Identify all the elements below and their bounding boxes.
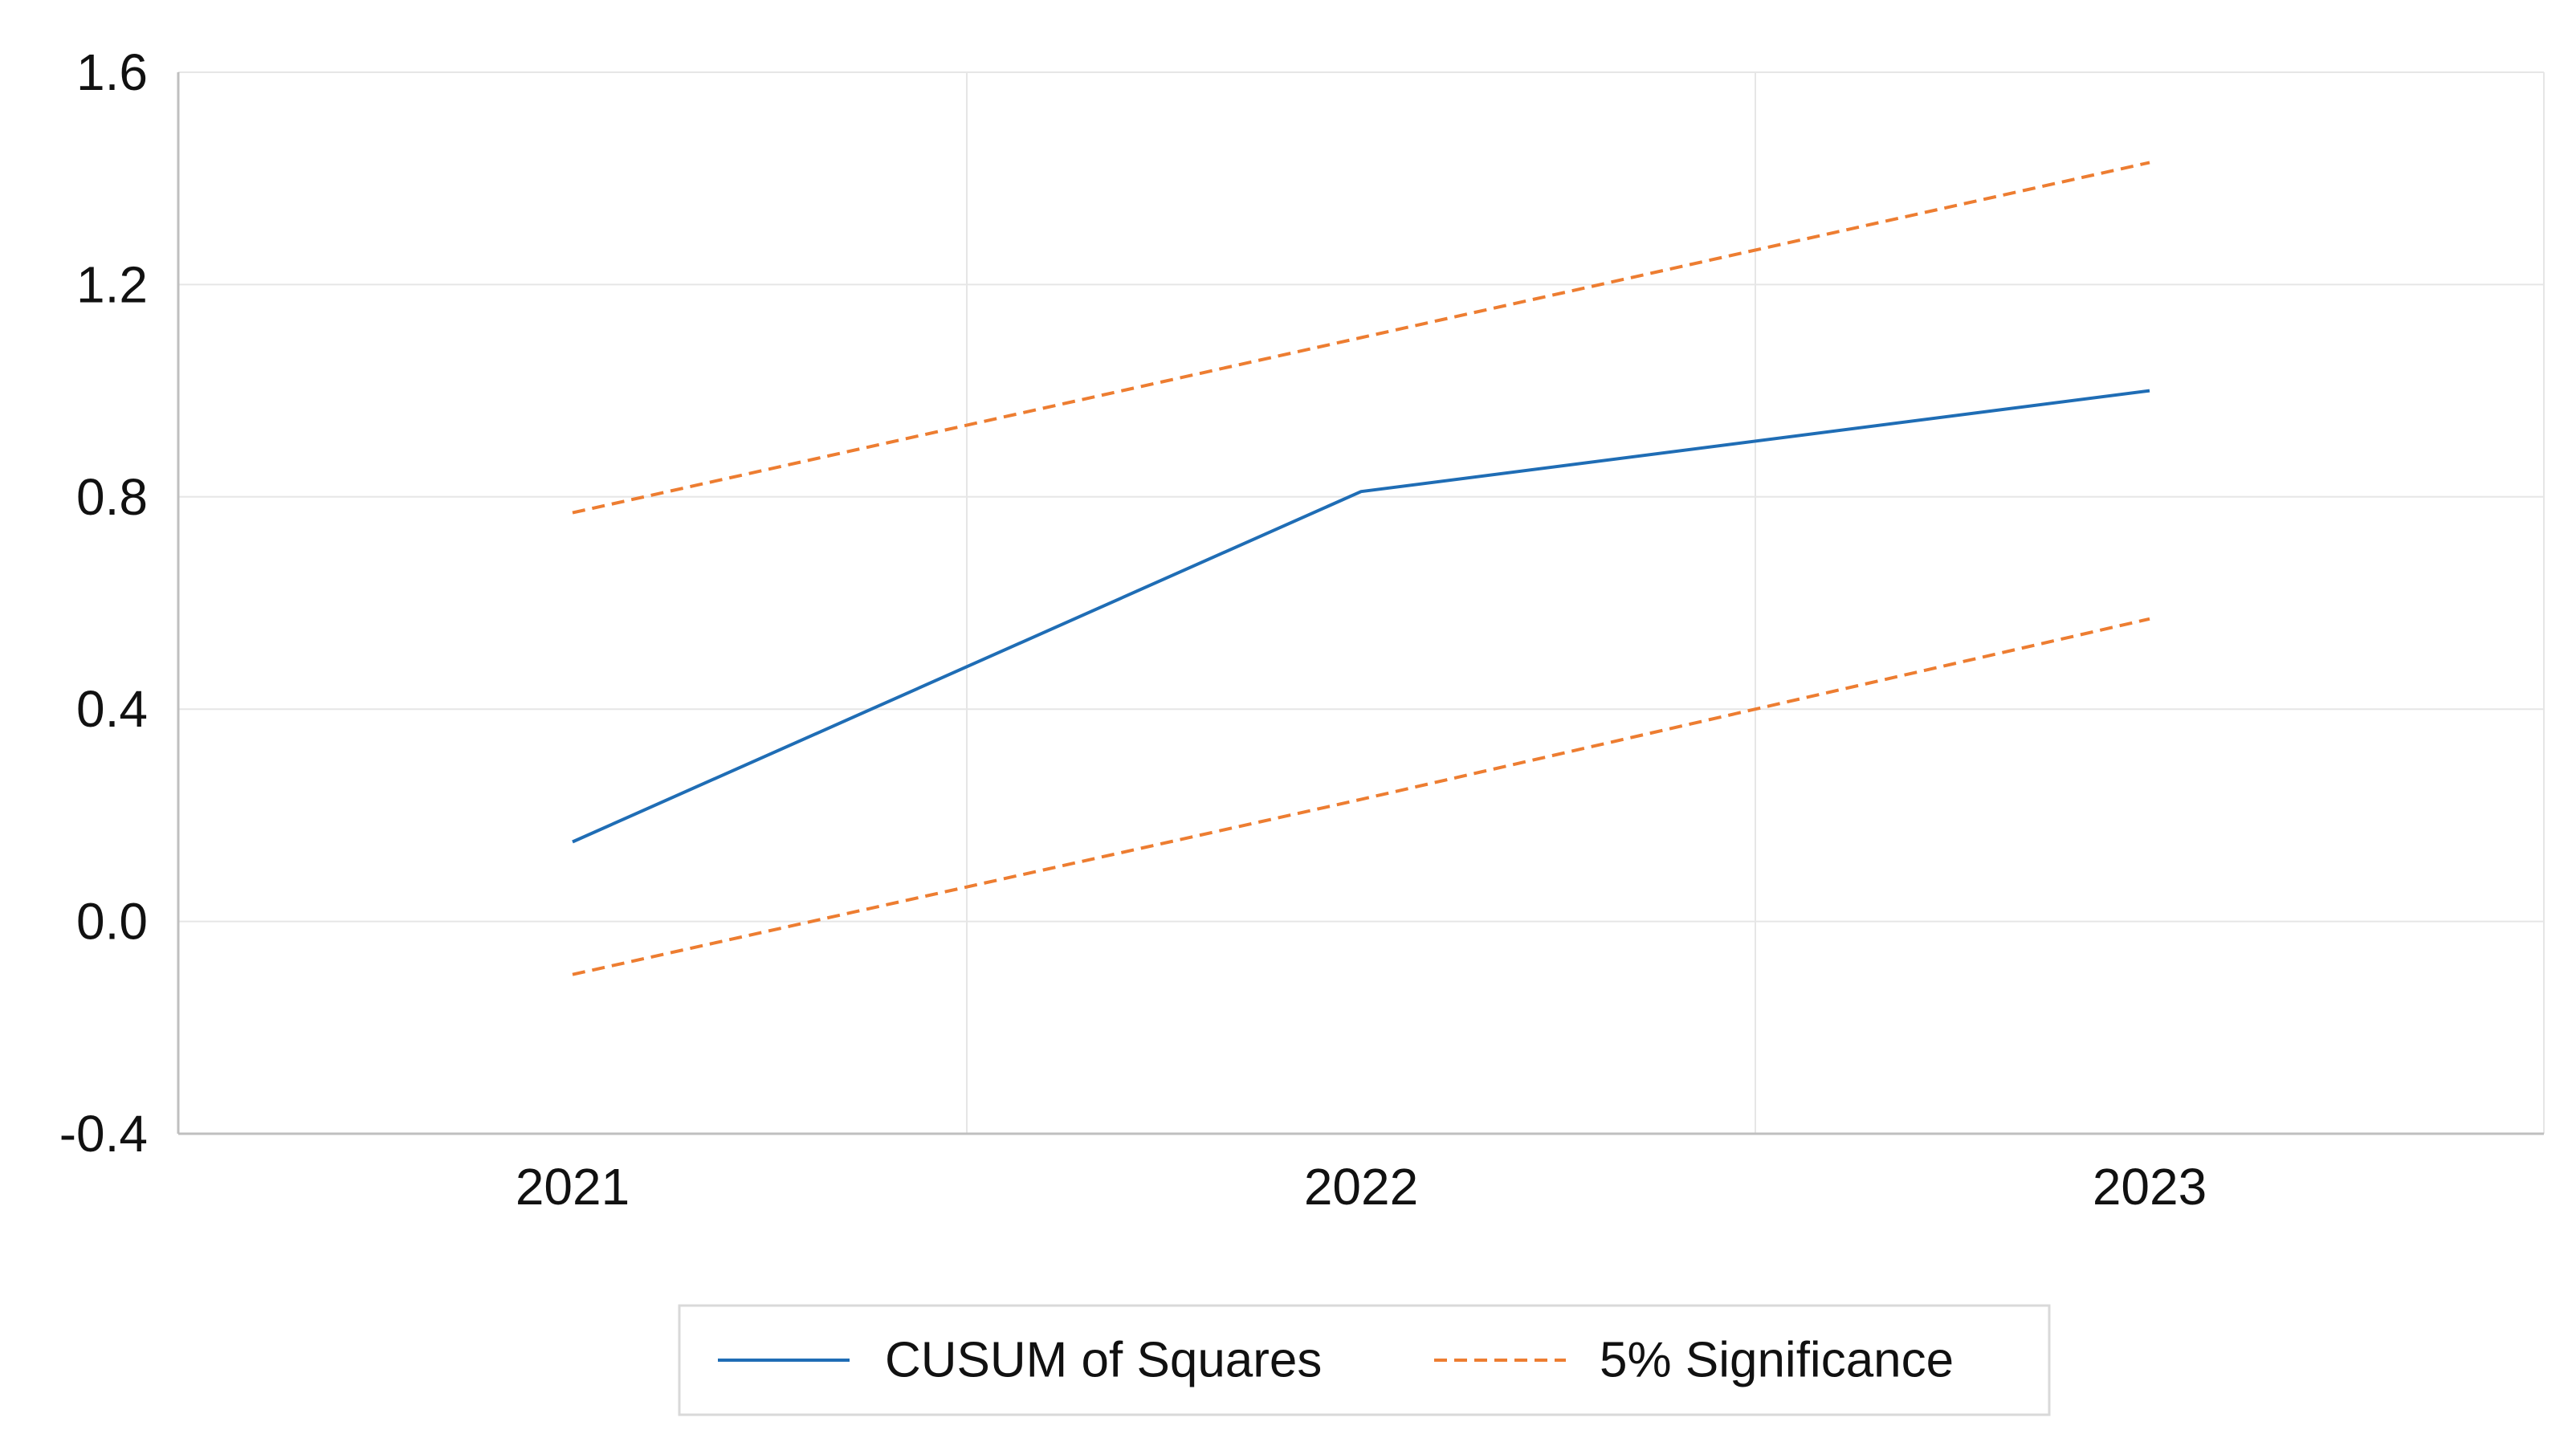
legend: CUSUM of Squares 5% Significance: [678, 1304, 2051, 1416]
x-tick-labels: 2021 2022 2023: [516, 1158, 2207, 1216]
y-tick-label: -0.4: [59, 1105, 148, 1163]
y-tick-labels: 1.6 1.2 0.8 0.4 0.0 -0.4: [59, 43, 148, 1163]
series-line-lower-bound: [572, 617, 2150, 976]
series-line-cusum: [572, 389, 2150, 844]
series-line-upper-bound: [572, 161, 2150, 515]
data-series: [572, 161, 2150, 976]
y-tick-label: 0.4: [76, 680, 148, 738]
x-tick-label: 2023: [2093, 1158, 2207, 1216]
y-tick-label: 1.6: [76, 43, 148, 101]
legend-label-significance: 5% Significance: [1600, 1333, 1954, 1388]
legend-box: [678, 1304, 2051, 1416]
y-tick-label: 0.0: [76, 893, 148, 951]
x-tick-label: 2022: [1304, 1158, 1418, 1216]
axes: [177, 72, 2544, 1135]
legend-label-cusum: CUSUM of Squares: [885, 1333, 1322, 1388]
gridlines: [178, 71, 2545, 1134]
y-tick-label: 0.8: [76, 468, 148, 526]
y-tick-label: 1.2: [76, 255, 148, 313]
x-tick-label: 2021: [516, 1158, 630, 1216]
